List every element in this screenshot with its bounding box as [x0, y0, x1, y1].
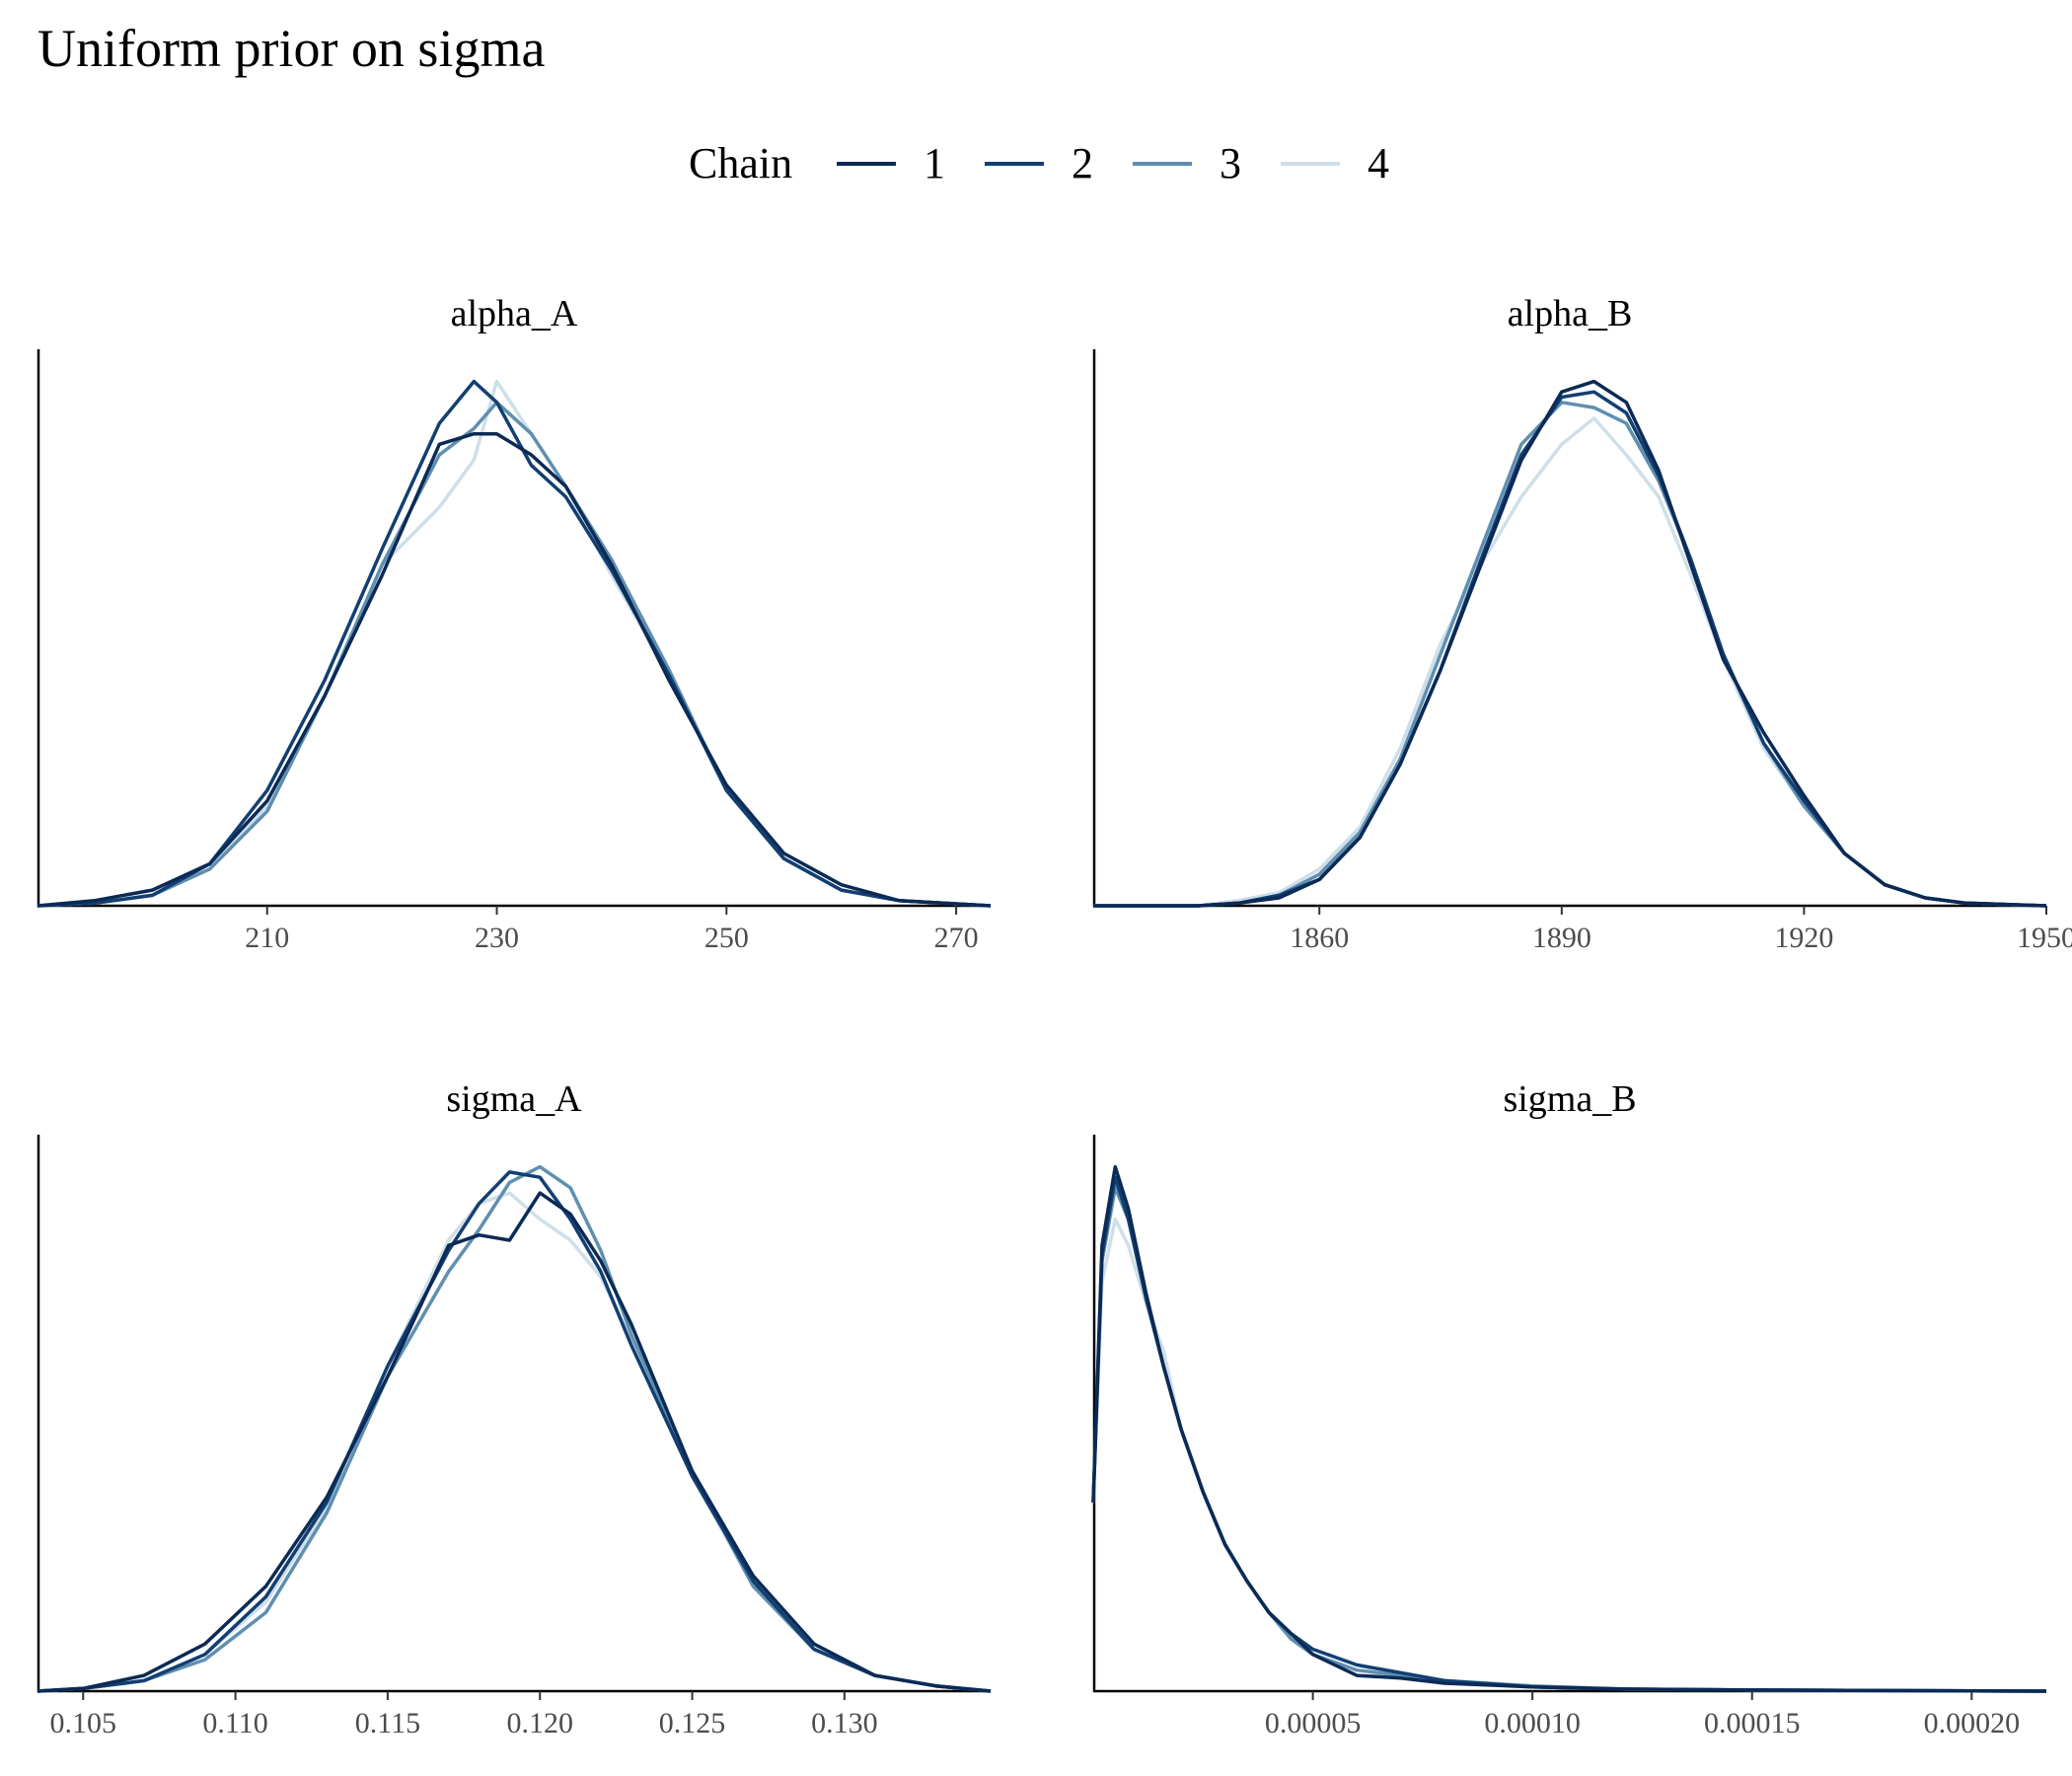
panel-alpha-b-density-chain-2	[1093, 390, 2047, 908]
legend-swatch-chain-1	[837, 162, 896, 166]
panel-title-sigma-b: sigma_B	[1503, 1078, 1637, 1120]
panel-alpha-a-density-chain-1	[37, 431, 992, 908]
panel-alpha-a-density-chain-2	[37, 379, 992, 908]
legend-swatch-chain-4	[1281, 162, 1340, 166]
legend: Chain 1 2 3 4	[0, 134, 2072, 193]
panel-sigma-b-x-tick-label: 0.00005	[1265, 1707, 1362, 1739]
panel-alpha-a-x-tick-label: 230	[475, 922, 519, 954]
panel-alpha-b-x-tick-label: 1920	[1774, 922, 1833, 954]
panel-sigma-b-density-chain-1	[1091, 1164, 2047, 1693]
legend-label-chain-2: 2	[1072, 139, 1093, 187]
legend-swatch-chain-2	[985, 162, 1044, 166]
panel-alpha-a-x-tick-label: 250	[704, 922, 749, 954]
panel-sigma-b-x-tick-label: 0.00020	[1924, 1707, 2021, 1739]
panel-sigma-a: 0.105 0.110 0.115 0.120 0.125 0.130	[37, 1135, 992, 1739]
panel-sigma-b: 0.00005 0.00010 0.00015 0.00020	[1091, 1135, 2047, 1739]
panel-sigma-b-x-tick-label: 0.00010	[1484, 1707, 1581, 1739]
panel-alpha-b-density-chain-4	[1093, 416, 2047, 908]
panel-alpha-b-density-chain-3	[1093, 401, 2047, 908]
panel-sigma-a-x-tick-label: 0.125	[659, 1707, 726, 1739]
legend-swatch-chain-3	[1133, 162, 1192, 166]
panel-sigma-a-x-tick-label: 0.130	[811, 1707, 878, 1739]
panel-sigma-a-density-chain-3	[37, 1164, 992, 1693]
panel-title-alpha-b: alpha_B	[1507, 293, 1633, 334]
panel-sigma-a-density-chain-4	[37, 1191, 992, 1693]
panel-sigma-b-density-chain-2	[1091, 1175, 2047, 1693]
panel-alpha-a-x-tick-label: 210	[245, 922, 289, 954]
panel-alpha-b-x-tick-label: 1890	[1532, 922, 1591, 954]
panel-alpha-a-x-tick-label: 270	[934, 922, 979, 954]
legend-label-chain-4: 4	[1368, 139, 1389, 187]
panel-alpha-a-density-chain-3	[37, 401, 992, 908]
panel-sigma-a-x-tick-label: 0.110	[202, 1707, 267, 1739]
panel-sigma-a-x-tick-label: 0.120	[506, 1707, 573, 1739]
panel-sigma-a-x-tick-label: 0.105	[50, 1707, 117, 1739]
panel-alpha-b-x-tick-label: 1950	[2017, 922, 2072, 954]
panel-alpha-a: 210 230 250 270	[37, 349, 992, 954]
panel-sigma-a-x-tick-label: 0.115	[355, 1707, 420, 1739]
panel-alpha-b-x-tick-label: 1860	[1290, 922, 1349, 954]
panel-title-sigma-a: sigma_A	[446, 1078, 582, 1120]
legend-title: Chain	[689, 139, 793, 187]
panel-alpha-a-density-chain-4	[37, 379, 992, 908]
panel-sigma-b-x-tick-label: 0.00015	[1704, 1707, 1801, 1739]
panel-alpha-b-density-chain-1	[1093, 379, 2047, 908]
panel-sigma-b-density-chain-3	[1091, 1186, 2047, 1693]
panel-sigma-a-density-chain-1	[37, 1191, 992, 1693]
panel-alpha-b: 1860 1890 1920 1950	[1092, 349, 2072, 954]
panel-sigma-b-density-chain-4	[1091, 1217, 2047, 1693]
panel-title-alpha-a: alpha_A	[450, 293, 578, 334]
chart-title: Uniform prior on sigma	[37, 19, 546, 78]
legend-label-chain-3: 3	[1220, 139, 1241, 187]
panel-sigma-a-density-chain-2	[37, 1170, 992, 1693]
legend-label-chain-1: 1	[924, 139, 945, 187]
